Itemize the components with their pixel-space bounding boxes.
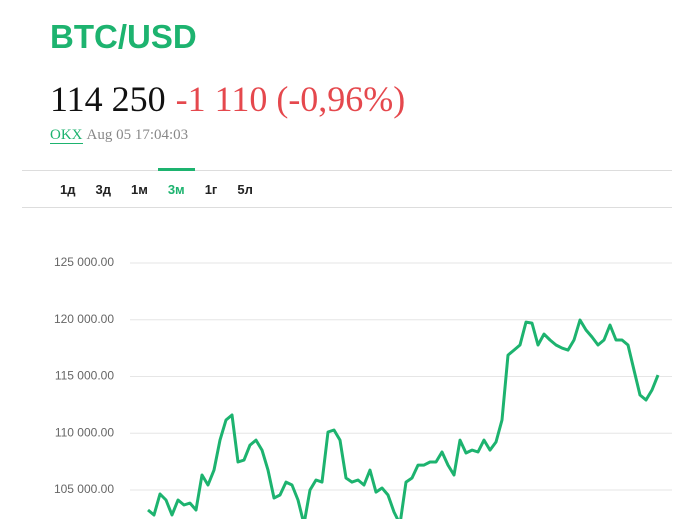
time-tab[interactable]: 3д	[95, 182, 111, 197]
time-tab[interactable]: 1д	[60, 182, 76, 197]
time-tab[interactable]: 1г	[204, 182, 218, 197]
change: -1 110 (-0,96%)	[175, 79, 406, 119]
y-tick-label: 110 000.00	[55, 425, 114, 439]
price-line	[147, 318, 660, 519]
tabs: 1д 3д 1м 3м 1г 5л	[50, 168, 263, 207]
time-tab[interactable]: 3м	[157, 168, 195, 207]
price: 114 250	[50, 79, 166, 119]
title: BTC/USD	[50, 18, 197, 55]
source[interactable]: OKX	[50, 127, 83, 144]
price-row: 114 250 -1 110 (-0,96%)	[50, 78, 405, 120]
divider	[22, 207, 672, 208]
y-tick-label: 125 000.00	[54, 255, 114, 269]
divider	[22, 170, 672, 171]
timestamp: Aug 05 17:04:03	[86, 127, 189, 143]
y-tick-label: 105 000.00	[54, 482, 114, 496]
time-tab[interactable]: 5л	[237, 182, 253, 197]
y-tick-label: 120 000.00	[54, 312, 114, 326]
time-tab[interactable]: 1м	[130, 182, 148, 197]
meta: OKX Aug 05 17:04:03	[50, 127, 188, 144]
y-tick-label: 115 000.00	[55, 369, 114, 383]
